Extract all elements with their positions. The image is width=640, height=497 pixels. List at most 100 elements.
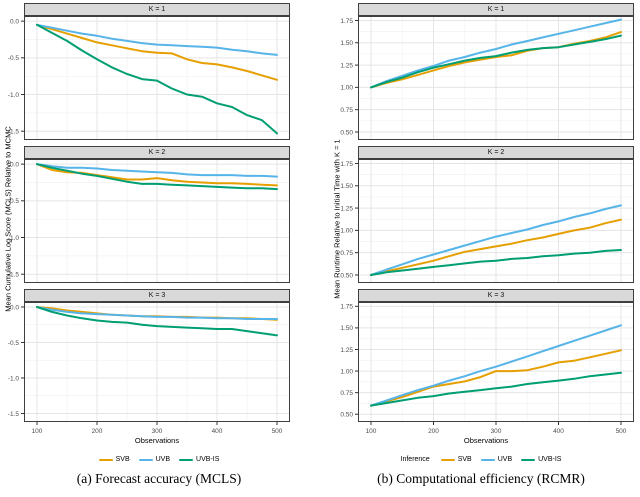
facet-strip-1: K = 1 bbox=[24, 3, 290, 16]
x-tick-label: 100 bbox=[32, 428, 43, 435]
line-series-uvb-is bbox=[36, 163, 278, 191]
panel-k1: 1.75 1.50 1.25 1.00 0.75 0.50 bbox=[340, 16, 634, 140]
facet-plot-area: K = 1 0.0 -0.5 -1.0 -1.5 K = 2 0.0 -0.5 -1.0 -1.5… bbox=[0, 3, 318, 435]
y-tick-label: 1.75 bbox=[340, 304, 353, 311]
legend-label: SVB bbox=[115, 456, 130, 463]
panel-border bbox=[24, 16, 290, 140]
y-tick-label: 0.75 bbox=[340, 107, 353, 114]
y-axis-ticks: 0.0 -0.5 -1.0 -1.5 bbox=[8, 161, 24, 278]
y-axis-ticks: 1.75 1.50 1.25 1.00 0.75 0.50 bbox=[340, 161, 358, 279]
line-series-uvb bbox=[36, 306, 278, 320]
line-series-svb bbox=[370, 218, 622, 276]
y-tick-label: 0.50 bbox=[340, 412, 353, 419]
legend-title: Inference bbox=[400, 456, 430, 463]
legend-item-uvb: UVB bbox=[138, 456, 171, 463]
panel-k3: 0.0 -0.5 -1.0 -1.5 bbox=[8, 302, 290, 422]
y-tick-label: 1.50 bbox=[340, 183, 353, 190]
y-axis-title: Mean Cumulative Log Score (MCLS) Relativ… bbox=[3, 126, 13, 312]
line-series-uvb bbox=[370, 204, 622, 276]
line-series-svb bbox=[36, 23, 278, 81]
y-tick-label: 1.50 bbox=[340, 40, 353, 47]
y-tick-label: -1.0 bbox=[8, 375, 20, 382]
line-series-uvb bbox=[36, 23, 278, 56]
facet-strip-2: K = 2 bbox=[24, 146, 290, 159]
panel-k2: 0.0 -0.5 -1.0 -1.5 bbox=[8, 159, 290, 283]
y-tick-label: 0.0 bbox=[10, 18, 19, 25]
legend-item-uvb: UVB bbox=[480, 456, 512, 463]
x-tick-label: 500 bbox=[616, 428, 627, 435]
y-axis-ticks: 0.0 -0.5 -1.0 -1.5 bbox=[8, 18, 24, 135]
legend-label: SVB bbox=[457, 456, 472, 463]
y-tick-label: 1.50 bbox=[340, 325, 353, 332]
panel-border bbox=[24, 159, 290, 283]
x-tick-label: 100 bbox=[366, 428, 377, 435]
x-tick-label: 200 bbox=[428, 428, 439, 435]
gridlines-major bbox=[358, 16, 634, 140]
line-series-uvb-is bbox=[36, 23, 278, 135]
panel-k2: 1.75 1.50 1.25 1.00 0.75 0.50 bbox=[340, 159, 634, 283]
y-tick-label: 1.25 bbox=[340, 62, 353, 69]
panel-k3: 1.75 1.50 1.25 1.00 0.75 0.50 bbox=[340, 302, 634, 422]
gridlines-major bbox=[24, 302, 290, 422]
x-tick-label: 300 bbox=[491, 428, 502, 435]
panel-border bbox=[358, 16, 634, 140]
facet-strip-3: K = 3 bbox=[358, 289, 634, 302]
line-series-uvb bbox=[370, 324, 622, 407]
gridlines-major bbox=[24, 159, 290, 283]
y-axis-title: Mean Runtime Relative to Initial Time wi… bbox=[332, 139, 342, 299]
legend-label: UVB bbox=[155, 456, 171, 463]
y-tick-label: 1.00 bbox=[340, 368, 353, 375]
x-axis-title: Observations bbox=[134, 436, 180, 445]
y-tick-label: 0.0 bbox=[10, 161, 19, 168]
line-series-uvb bbox=[370, 18, 622, 89]
legend-line-swatch bbox=[521, 458, 536, 461]
y-tick-label: -1.5 bbox=[8, 411, 20, 418]
facet-strip-1: K = 1 bbox=[358, 3, 634, 16]
y-tick-label: 1.75 bbox=[340, 18, 353, 25]
y-tick-label: 1.25 bbox=[340, 347, 353, 354]
y-tick-label: 0.50 bbox=[340, 129, 353, 136]
y-tick-label: -0.5 bbox=[8, 198, 20, 205]
y-tick-label: 0.0 bbox=[10, 304, 19, 311]
y-tick-label: -1.5 bbox=[8, 271, 20, 278]
facet-strip-3: K = 3 bbox=[24, 289, 290, 302]
facet-plot-area: K = 1 1.75 1.50 1.25 1.00 0.75 0.50 K = 2 1.75 1.… bbox=[332, 3, 640, 435]
legend-item-uvb-is: UVB-IS bbox=[521, 456, 561, 463]
line-series-uvb-is bbox=[370, 371, 622, 407]
legend-line-swatch bbox=[480, 458, 495, 461]
figure-computational-efficiency: Mean Runtime Relative to Initial Time wi… bbox=[322, 0, 640, 497]
figure-caption: (b) Computational efficiency (RCMR) bbox=[377, 471, 585, 486]
legend-label: UVB-IS bbox=[196, 456, 220, 463]
y-tick-label: -1.0 bbox=[8, 92, 20, 99]
x-tick-label: 500 bbox=[272, 428, 283, 435]
facet-strip-2: K = 2 bbox=[358, 146, 634, 159]
figure-caption: (a) Forecast accuracy (MCLS) bbox=[76, 471, 242, 486]
figure-forecast-accuracy: Mean Cumulative Log Score (MCLS) Relativ… bbox=[0, 0, 318, 497]
x-tick-label: 400 bbox=[212, 428, 223, 435]
legend-line-swatch bbox=[440, 458, 455, 461]
panel-border bbox=[24, 302, 290, 422]
y-tick-label: -1.0 bbox=[8, 235, 20, 242]
y-tick-label: 1.00 bbox=[340, 228, 353, 235]
y-tick-label: 1.75 bbox=[340, 161, 353, 168]
x-tick-label: 400 bbox=[553, 428, 564, 435]
legend: SVB UVB UVB-IS bbox=[0, 456, 318, 463]
y-axis-ticks: 1.75 1.50 1.25 1.00 0.75 0.50 bbox=[340, 18, 358, 136]
y-axis-ticks: 0.0 -0.5 -1.0 -1.5 bbox=[8, 304, 24, 418]
legend-line-swatch bbox=[98, 458, 113, 461]
legend-line-swatch bbox=[138, 458, 153, 461]
gridlines-major bbox=[358, 302, 634, 422]
x-axis: 100 200 300 400 500 bbox=[366, 422, 627, 435]
x-tick-label: 200 bbox=[92, 428, 103, 435]
legend: Inference SVB UVB UVB-IS bbox=[322, 456, 640, 463]
legend-item-svb: SVB bbox=[440, 456, 472, 463]
line-series-uvb-is bbox=[36, 306, 278, 337]
legend-label: UVB-IS bbox=[538, 456, 562, 463]
x-axis: 100 200 300 400 500 bbox=[32, 422, 283, 435]
line-series-uvb bbox=[36, 163, 278, 178]
x-tick-label: 300 bbox=[152, 428, 163, 435]
y-tick-label: -0.5 bbox=[8, 340, 20, 347]
y-tick-label: 1.00 bbox=[340, 85, 353, 92]
legend-item-svb: SVB bbox=[98, 456, 130, 463]
y-tick-label: 0.50 bbox=[340, 272, 353, 279]
